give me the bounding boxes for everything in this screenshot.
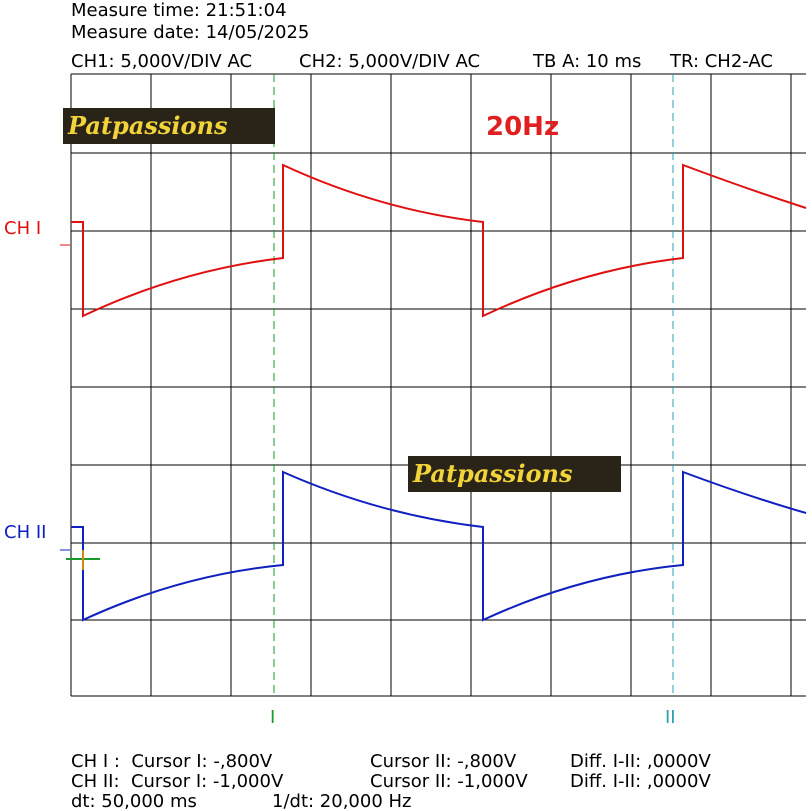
trigger: TR: CH2-AC bbox=[669, 51, 773, 72]
watermark: Patpassions bbox=[67, 111, 228, 140]
readout: dt: 50,000 ms bbox=[71, 791, 197, 811]
ch1-trace bbox=[71, 163, 807, 318]
grid bbox=[70, 73, 806, 697]
cursor-label: II bbox=[665, 707, 676, 728]
ch2-trace bbox=[71, 470, 807, 622]
ch1-setting: CH1: 5,000V/DIV AC bbox=[71, 51, 252, 72]
readout: Diff. I-II: ,0000V bbox=[570, 771, 711, 792]
cursor-label: I bbox=[270, 707, 275, 728]
readout: CH I : Cursor I: -,800V bbox=[71, 751, 273, 772]
readout: 1/dt: 20,000 Hz bbox=[272, 791, 411, 811]
readout: Diff. I-II: ,0000V bbox=[570, 751, 711, 772]
watermark: Patpassions bbox=[412, 459, 573, 488]
ch2-setting: CH2: 5,000V/DIV AC bbox=[299, 51, 480, 72]
readout: Cursor II: -1,000V bbox=[370, 771, 528, 792]
logo-box bbox=[63, 108, 275, 144]
ch1-label: CH I bbox=[4, 218, 41, 239]
ch2-label: CH II bbox=[4, 522, 46, 543]
measure-time: Measure time: 21:51:04 bbox=[71, 0, 287, 21]
timebase: TB A: 10 ms bbox=[532, 51, 641, 72]
measure-date: Measure date: 14/05/2025 bbox=[71, 22, 309, 43]
logo-box bbox=[408, 456, 621, 492]
readout: CH II: Cursor I: -1,000V bbox=[71, 771, 284, 792]
readout: Cursor II: -,800V bbox=[370, 751, 517, 772]
frequency-label: 20Hz bbox=[486, 112, 559, 142]
